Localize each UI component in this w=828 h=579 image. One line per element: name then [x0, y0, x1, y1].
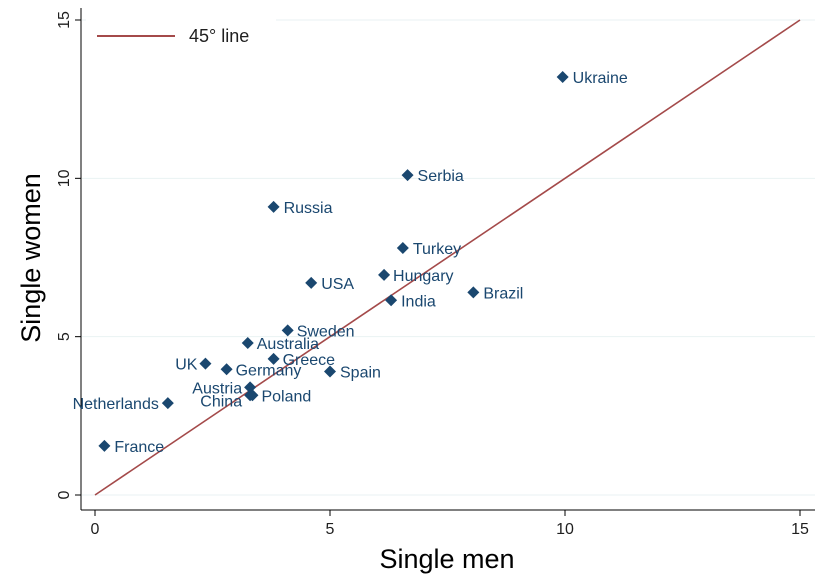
point-label-spain: Spain — [340, 365, 381, 382]
point-label-germany: Germany — [236, 362, 302, 379]
reference-line-layer — [94, 19, 801, 496]
data-point-ukraine — [556, 71, 569, 83]
data-point-poland — [246, 389, 259, 402]
data-point-usa — [305, 276, 318, 289]
x-tick-label: 5 — [326, 521, 335, 538]
data-point-spain — [324, 365, 336, 378]
data-points — [98, 71, 569, 452]
data-point-sweden — [281, 324, 294, 337]
data-point-australia — [241, 337, 254, 349]
y-tick-label: 15 — [56, 11, 73, 29]
tick-labels: 0 5 10 15 0 5 10 15 — [56, 11, 809, 538]
point-label-uk: UK — [175, 357, 198, 374]
point-label-australia: Australia — [257, 336, 319, 353]
point-label-china: China — [200, 393, 242, 410]
data-point-greece — [267, 352, 280, 365]
point-label-ukraine: Ukraine — [573, 70, 628, 87]
point-label-hungary: Hungary — [393, 268, 453, 285]
point-label-russia: Russia — [284, 200, 333, 217]
x-tick-label: 10 — [556, 521, 574, 538]
x-tick-label: 15 — [791, 521, 809, 538]
point-label-usa: USA — [321, 276, 354, 293]
point-label-greece: Greece — [283, 352, 336, 369]
x-tick-label: 0 — [91, 521, 100, 538]
point-label-brazil: Brazil — [483, 285, 523, 302]
point-label-france: France — [114, 439, 164, 456]
data-point-serbia — [401, 169, 414, 182]
data-point-india — [385, 294, 398, 307]
data-point-turkey — [396, 242, 409, 254]
point-label-serbia: Serbia — [418, 168, 464, 185]
point-label-poland: Poland — [261, 388, 311, 405]
data-point-brazil — [467, 286, 480, 299]
point-label-austria: Austria — [192, 380, 242, 397]
point-label-india: India — [401, 293, 436, 310]
point-labels: France Netherlands UK Germany Australia Austr… — [73, 70, 628, 456]
legend-label: 45° line — [189, 26, 249, 46]
y-tick-label: 0 — [56, 490, 73, 499]
point-label-sweden: Sweden — [297, 323, 355, 340]
y-tick-label: 5 — [56, 332, 73, 341]
legend-box — [86, 16, 276, 52]
reference-line-45 — [94, 19, 801, 496]
data-point-hungary — [378, 268, 391, 281]
point-label-turkey: Turkey — [413, 241, 461, 258]
legend: 45° line — [86, 16, 276, 52]
data-point-netherlands — [161, 397, 174, 410]
data-point-france — [98, 439, 111, 452]
data-point-germany — [220, 363, 233, 376]
y-axis-title: Single women — [16, 173, 46, 343]
point-label-netherlands: Netherlands — [73, 396, 159, 413]
data-point-russia — [267, 200, 280, 213]
x-axis-title: Single men — [379, 544, 514, 574]
axes — [75, 8, 815, 516]
data-point-uk — [199, 357, 212, 370]
y-tick-label: 10 — [56, 169, 73, 187]
